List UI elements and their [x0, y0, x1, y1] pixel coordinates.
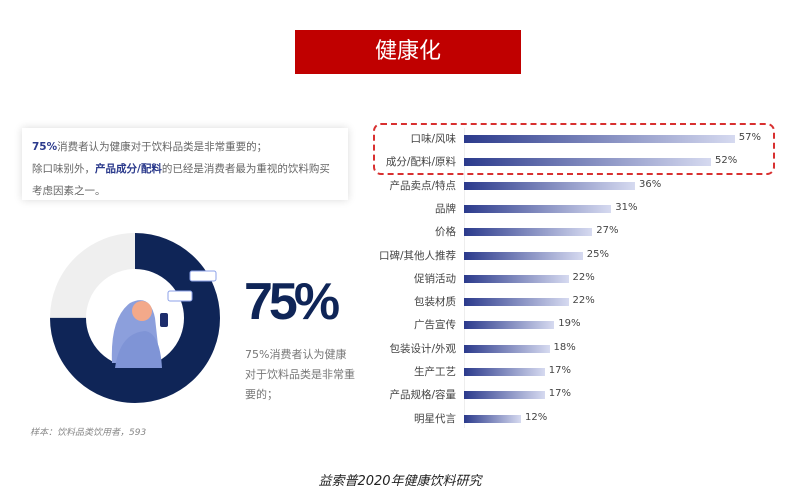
- bar: [464, 204, 612, 213]
- bar: [464, 181, 635, 190]
- note-line2a: 除口味别外，: [32, 163, 95, 175]
- bar-value-label: 36%: [639, 178, 662, 190]
- bar-value-label: 52%: [715, 155, 738, 167]
- bar-label: 产品规格/容量: [389, 389, 456, 402]
- bar-value-label: 17%: [548, 365, 571, 376]
- page-title: 健康化: [295, 30, 521, 74]
- note-line1: 消费者认为健康对于饮料品类是非常重要的；: [57, 141, 268, 153]
- bar-value-label: 22%: [572, 271, 595, 283]
- bar-row: 产品规格/容量 17%: [360, 388, 780, 402]
- source-footer: 益索普2020年健康饮料研究: [318, 474, 482, 489]
- bar: [464, 414, 521, 423]
- bar-row: 产品卖点/特点 36%: [360, 179, 780, 193]
- bar: [464, 228, 593, 237]
- bar: [464, 344, 550, 353]
- bar: [464, 158, 711, 167]
- woman-phone-illustration: [111, 270, 217, 368]
- bar-row: 口味/风味 57%: [360, 132, 780, 146]
- bar-label: 成分/配料/原料: [385, 156, 456, 169]
- bar-value-label: 19%: [558, 318, 581, 330]
- bar-row: 价格 27%: [360, 225, 780, 239]
- bar-row: 明星代言 12%: [360, 412, 780, 426]
- bar-label: 产品卖点/特点: [389, 179, 456, 192]
- bar-row: 广告宣传 19%: [360, 318, 780, 332]
- bar-label: 广告宣传: [414, 319, 456, 332]
- bar-label: 口碑/其他人推荐: [378, 249, 456, 262]
- note-line2c: 的已经是消费者最为重视的饮料购买考虑因素之一。: [32, 163, 330, 197]
- summary-note: 75%消费者认为健康对于饮料品类是非常重要的； 除口味别外，产品成分/配料的已经…: [22, 128, 348, 200]
- bar-value-label: 22%: [572, 295, 595, 307]
- bar-label: 包装材质: [414, 296, 456, 309]
- bar-row: 成分/配料/原料 52%: [360, 155, 780, 169]
- donut-value-arc: [50, 233, 220, 403]
- bar: [464, 368, 545, 376]
- note-pct: 75%: [32, 141, 58, 153]
- sample-note: 样本：饮料品类饮用者，593: [30, 428, 147, 438]
- bar-row: 生产工艺 17%: [360, 365, 780, 379]
- bar-label: 包装设计/外观: [389, 342, 456, 355]
- bar-row: 品牌 31%: [360, 202, 780, 216]
- bar: [464, 135, 735, 143]
- bar: [464, 391, 545, 400]
- bar-label: 品牌: [435, 202, 456, 215]
- bar-value-label: 25%: [586, 248, 609, 260]
- big-percentage: 75%: [244, 273, 340, 331]
- bar-value-label: 12%: [525, 411, 548, 423]
- bar: [464, 251, 583, 260]
- bar-label: 口味/风味: [410, 133, 456, 145]
- bar-row: 促销活动 22%: [360, 272, 780, 286]
- bar-value-label: 31%: [615, 201, 638, 213]
- note-line2b: 产品成分/配料: [95, 163, 162, 175]
- bar-value-label: 18%: [553, 341, 576, 353]
- bar-label: 促销活动: [414, 272, 456, 285]
- donut-description: 75%消费者认为健康对于饮料品类是非常重要的；: [245, 348, 355, 401]
- highlight-box: [373, 123, 775, 175]
- bar-label: 明星代言: [414, 412, 456, 425]
- bar: [464, 321, 555, 330]
- bar: [464, 274, 569, 283]
- bar-label: 价格: [435, 226, 456, 239]
- bar-row: 包装材质 22%: [360, 295, 780, 309]
- bar-value-label: 17%: [548, 388, 571, 400]
- bar-value-label: 27%: [596, 225, 619, 237]
- bar: [464, 298, 569, 307]
- bar-value-label: 57%: [738, 132, 761, 143]
- bar-row: 包装设计/外观 18%: [360, 342, 780, 356]
- donut-chart: [50, 233, 220, 403]
- bar-row: 口碑/其他人推荐 25%: [360, 249, 780, 263]
- bar-label: 生产工艺: [414, 366, 456, 378]
